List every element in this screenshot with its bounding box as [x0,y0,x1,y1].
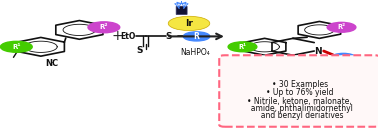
Circle shape [88,22,120,33]
Circle shape [183,32,210,41]
Text: NaHPO₄: NaHPO₄ [180,47,209,57]
Text: S: S [165,32,172,41]
Text: • 30 Examples: • 30 Examples [271,80,328,89]
Text: R²: R² [100,24,108,30]
Text: • Nitrile, ketone, malonate,: • Nitrile, ketone, malonate, [247,97,352,106]
Text: R: R [194,32,200,41]
Text: and benzyl deriatives: and benzyl deriatives [256,111,343,120]
Circle shape [327,22,356,32]
Text: R²: R² [338,24,345,30]
Text: amide, phthalimidornethyl: amide, phthalimidornethyl [246,105,353,113]
Circle shape [228,42,257,52]
FancyBboxPatch shape [219,55,378,127]
Text: • Up to 76% yield: • Up to 76% yield [266,88,333,97]
Text: R¹: R¹ [12,44,20,50]
Text: NC: NC [45,59,58,68]
Text: +: + [112,29,123,43]
Text: S: S [136,46,143,55]
FancyBboxPatch shape [176,6,187,15]
Text: Ir: Ir [185,19,193,28]
Text: R¹: R¹ [239,44,246,50]
Circle shape [168,16,210,31]
Text: EtO: EtO [121,32,136,41]
Circle shape [0,41,32,52]
Circle shape [331,53,355,62]
Text: N: N [314,47,322,56]
Text: R: R [341,54,346,61]
